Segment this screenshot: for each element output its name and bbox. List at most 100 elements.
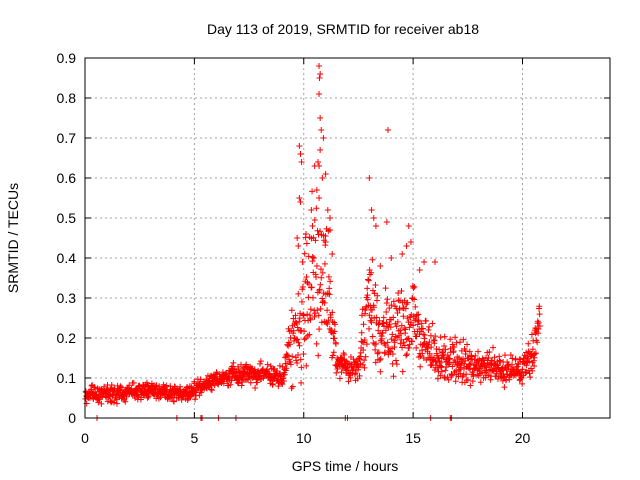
data-point (377, 263, 384, 269)
data-point (435, 354, 442, 361)
data-point (468, 353, 475, 360)
data-point (289, 353, 296, 360)
y-tick-label: 0.9 (57, 50, 77, 66)
data-point (384, 127, 391, 133)
data-point (460, 336, 467, 343)
data-point (324, 307, 331, 314)
chart-title: Day 113 of 2019, SRMTID for receiver ab1… (207, 21, 479, 37)
y-tick-label: 0.5 (57, 210, 77, 226)
data-point (290, 315, 297, 322)
data-point (390, 314, 397, 321)
data-point (251, 366, 258, 373)
data-point (293, 319, 300, 326)
data-point (327, 314, 334, 321)
data-point (144, 394, 151, 401)
data-point (429, 320, 436, 327)
data-point (257, 360, 263, 367)
data-point (308, 284, 315, 291)
data-point (170, 398, 177, 405)
tick-labels: 0 0.1 0.2 0.3 0.4 0.5 0.6 0.7 0.8 0.9 0 5 10 15 20 (57, 50, 531, 446)
data-point (365, 276, 372, 283)
x-tick-label: 10 (296, 430, 312, 446)
data-point (309, 223, 316, 229)
data-point (315, 312, 322, 319)
data-point (374, 292, 381, 299)
data-point (364, 296, 371, 303)
data-point (529, 346, 536, 353)
data-point (331, 328, 338, 335)
data-point (299, 284, 306, 291)
data-point (412, 303, 419, 310)
data-point (235, 380, 242, 387)
data-point (295, 243, 302, 249)
data-point (456, 339, 463, 346)
data-point (444, 352, 451, 359)
data-point (536, 323, 543, 330)
data-point (436, 346, 443, 353)
data-point (324, 207, 331, 213)
data-point (418, 320, 425, 327)
data-point (464, 341, 471, 348)
data-point (446, 355, 453, 362)
data-point (406, 344, 413, 351)
data-point (303, 240, 310, 247)
data-point (363, 341, 370, 348)
data-point (501, 384, 508, 391)
data-point (288, 307, 295, 314)
data-point (382, 327, 389, 334)
data-point (313, 263, 320, 270)
data-point (404, 315, 411, 322)
x-tick-label: 15 (405, 430, 421, 446)
data-point (393, 361, 400, 368)
data-point (415, 318, 422, 325)
data-point (370, 287, 377, 294)
data-point (369, 256, 376, 263)
data-point (356, 372, 363, 379)
data-point (367, 317, 374, 324)
data-point (536, 303, 543, 310)
data-point (391, 339, 398, 346)
data-point (415, 311, 422, 318)
data-point (386, 305, 393, 312)
data-point (98, 400, 105, 407)
data-point (375, 349, 382, 356)
data-point (305, 253, 312, 260)
data-point (365, 277, 372, 284)
data-point (380, 320, 387, 327)
data-point (322, 232, 329, 239)
data-point (404, 351, 410, 358)
data-point (531, 363, 538, 370)
y-tick-label: 0.6 (57, 170, 77, 186)
data-point (298, 159, 305, 165)
data-point (345, 378, 352, 385)
data-point (307, 306, 314, 313)
data-point (384, 296, 391, 303)
data-point (311, 217, 318, 224)
data-point (153, 382, 160, 389)
data-point (257, 358, 264, 365)
data-point (491, 354, 498, 361)
data-point (300, 350, 307, 357)
data-point (303, 362, 310, 369)
data-point (352, 370, 359, 377)
data-point (411, 296, 418, 303)
data-point (303, 274, 310, 281)
data-point (327, 278, 334, 285)
data-point (397, 330, 404, 337)
data-point (383, 219, 390, 225)
data-point (300, 312, 307, 319)
data-point (239, 379, 246, 386)
data-point (327, 227, 333, 233)
data-point (294, 360, 301, 367)
data-point (432, 259, 438, 265)
data-point (117, 383, 124, 390)
data-point (283, 365, 290, 372)
x-axis-label: GPS time / hours (292, 458, 399, 474)
data-point (325, 317, 332, 324)
data-point (298, 364, 305, 371)
data-point (402, 305, 409, 312)
data-point (453, 339, 460, 346)
data-point (452, 378, 459, 385)
data-point (377, 355, 384, 362)
